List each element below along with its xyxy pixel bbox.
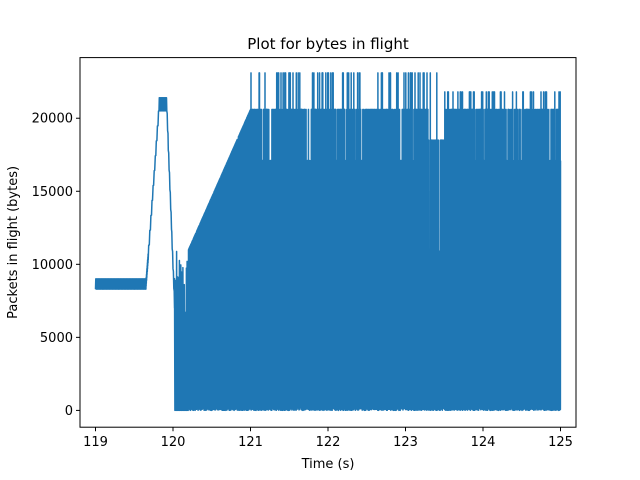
- y-tick-label: 5000: [40, 331, 73, 346]
- y-axis-label: Packets in flight (bytes): [6, 166, 21, 319]
- y-tick-label: 20000: [32, 112, 73, 127]
- x-tick-label: 123: [393, 435, 418, 450]
- x-axis-label: Time (s): [301, 457, 355, 472]
- x-tick-label: 122: [316, 435, 341, 450]
- y-axis: 0 5000 10000 15000 20000: [32, 112, 80, 419]
- x-tick-label: 124: [471, 435, 496, 450]
- x-tick-label: 120: [161, 435, 186, 450]
- y-tick-label: 0: [65, 404, 73, 419]
- x-axis: 119 120 121 122 123 124 125: [83, 427, 573, 450]
- data-line: [94, 72, 562, 412]
- series-line: [94, 72, 562, 412]
- y-tick-label: 15000: [32, 185, 73, 200]
- chart-title: Plot for bytes in flight: [247, 35, 409, 53]
- x-tick-label: 121: [238, 435, 263, 450]
- y-tick-label: 10000: [32, 258, 73, 273]
- x-tick-label: 125: [548, 435, 573, 450]
- x-tick-label: 119: [83, 435, 108, 450]
